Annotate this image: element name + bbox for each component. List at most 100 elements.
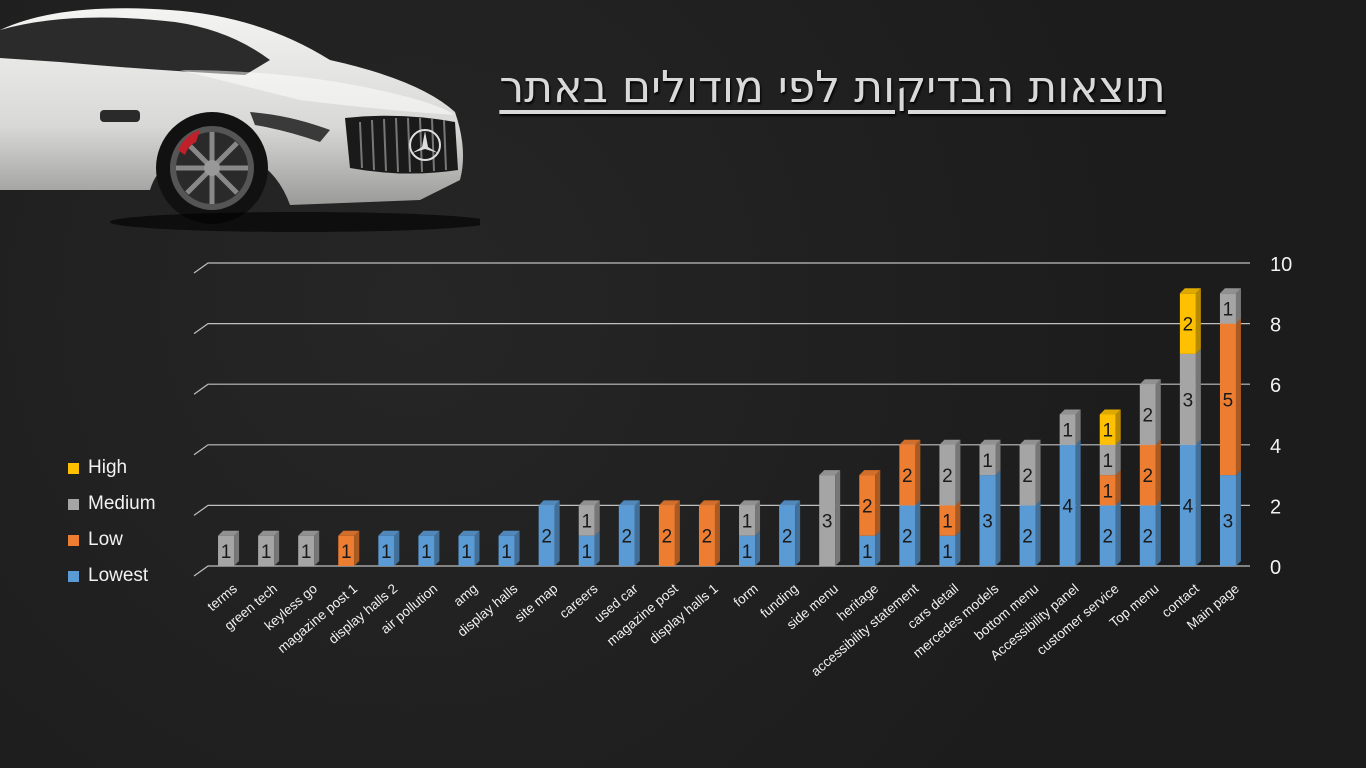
bar-segment-side <box>995 470 1001 566</box>
bar-segment-side <box>755 500 761 536</box>
gridline <box>193 262 1250 274</box>
legend-item-low: Low <box>68 522 156 558</box>
bar-top <box>218 530 240 536</box>
data-label: 1 <box>221 542 232 563</box>
bar-top <box>658 500 680 506</box>
data-label: 2 <box>1102 527 1113 548</box>
bar-segment <box>498 535 515 566</box>
bar-segment <box>939 505 956 536</box>
data-label: 1 <box>1102 451 1113 472</box>
bar-top <box>1099 409 1121 415</box>
data-label: 1 <box>581 542 592 563</box>
data-label: 1 <box>421 542 432 563</box>
legend-swatch-lowest <box>68 570 79 582</box>
bar-segment-side <box>955 500 961 536</box>
bar-segment <box>859 475 876 536</box>
bar-segment <box>1179 293 1196 354</box>
bar-segment-side <box>875 530 881 566</box>
bar-segment <box>378 535 395 566</box>
bar-segment <box>538 505 555 566</box>
bar-top <box>298 530 320 536</box>
y-tick-label: 4 <box>1270 436 1281 458</box>
bar-segment-side <box>674 500 680 566</box>
gridline <box>193 504 1250 516</box>
bar-segment <box>1219 323 1236 476</box>
y-tick-label: 6 <box>1270 375 1281 397</box>
bar-segment-side <box>554 500 560 566</box>
gridline <box>193 323 1250 335</box>
data-label: 1 <box>581 512 592 533</box>
y-tick-label: 10 <box>1270 254 1292 276</box>
data-label: 1 <box>982 451 993 472</box>
bar-segment <box>739 535 756 566</box>
legend-label-lowest: Lowest <box>88 565 149 586</box>
bar-segment <box>899 444 916 506</box>
bar-top <box>1179 288 1201 294</box>
bar-top <box>538 500 560 506</box>
data-label: 2 <box>782 527 793 548</box>
bar-segment-side <box>1115 470 1121 506</box>
bar-segment <box>819 475 836 566</box>
bar-top <box>498 530 520 536</box>
data-label: 2 <box>1143 406 1154 427</box>
bar-top <box>338 530 360 536</box>
data-label: 2 <box>541 527 552 548</box>
data-label: 2 <box>902 466 913 487</box>
bar-segment-side <box>394 530 400 566</box>
data-label: 1 <box>381 542 392 563</box>
y-tick-label: 2 <box>1270 496 1281 518</box>
bar-top <box>1059 409 1081 415</box>
data-label: 1 <box>501 542 512 563</box>
legend-swatch-low <box>68 534 79 546</box>
bar-segment <box>1019 444 1036 506</box>
data-label: 3 <box>982 512 993 533</box>
bar-top <box>1019 439 1041 445</box>
data-label: 1 <box>1223 299 1234 320</box>
bar-top <box>458 530 480 536</box>
data-label: 1 <box>341 542 352 563</box>
bar-segment <box>1139 384 1156 445</box>
data-label: 2 <box>1143 527 1154 548</box>
bar-top <box>418 530 440 536</box>
data-label: 2 <box>862 496 873 517</box>
bar-top <box>618 500 640 506</box>
x-tick-label: display halls 1 <box>646 581 721 647</box>
bar-top <box>258 530 280 536</box>
data-label: 1 <box>301 542 312 563</box>
car-image <box>0 8 480 232</box>
bar-segment-side <box>1195 288 1201 354</box>
bar-top <box>1139 379 1161 385</box>
bar-segment-side <box>915 500 921 566</box>
gridline <box>193 383 1250 395</box>
legend-label-high: High <box>88 457 128 478</box>
bar-segment <box>1219 293 1236 324</box>
bar-top <box>578 500 600 506</box>
bar-top <box>819 470 841 476</box>
bar-segment-side <box>1235 318 1241 476</box>
gridline <box>193 444 1250 456</box>
bar-top <box>698 500 720 506</box>
bar-segment <box>779 505 796 566</box>
bar-segment-side <box>995 439 1001 476</box>
data-label: 2 <box>942 466 953 487</box>
data-label: 5 <box>1223 390 1234 411</box>
legend-label-low: Low <box>88 529 123 550</box>
data-label: 1 <box>742 512 753 533</box>
bar-segment-side <box>955 530 961 566</box>
chart-title: תוצאות הבדיקות לפי מודולים באתר <box>499 62 1166 113</box>
bar-segment <box>939 444 956 506</box>
bar-segment-side <box>1235 470 1241 566</box>
bar-segment <box>298 535 315 566</box>
data-label: 2 <box>1022 466 1033 487</box>
bar-segment-side <box>474 530 480 566</box>
legend-item-medium: Medium <box>68 486 156 522</box>
bar-segment <box>1059 444 1076 566</box>
bar-segment <box>578 505 595 536</box>
x-tick-label: terms <box>204 581 240 614</box>
gridline <box>193 565 1250 577</box>
data-label: 1 <box>461 542 472 563</box>
bar-segment-side <box>594 530 600 566</box>
bar-segment-side <box>514 530 520 566</box>
y-tick-label: 8 <box>1270 315 1281 337</box>
